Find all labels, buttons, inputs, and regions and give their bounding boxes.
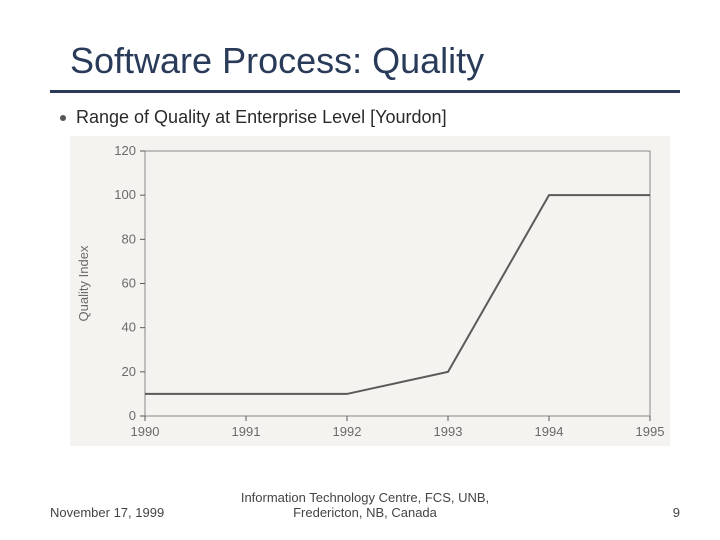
svg-text:120: 120 [114,143,136,158]
chart-canvas: 0 20 40 60 80 100 120 1990 1991 1992 1993 1994 1995 Q… [70,136,670,446]
svg-text:Quality Index: Quality Index [76,245,91,321]
footer-center-line2: Fredericton, NB, Canada [200,505,530,520]
title-underline [50,90,680,93]
svg-text:1994: 1994 [535,424,564,439]
bullet-text: Range of Quality at Enterprise Level [Yo… [76,107,447,128]
svg-text:1990: 1990 [131,424,160,439]
svg-text:1993: 1993 [434,424,463,439]
footer-center: Information Technology Centre, FCS, UNB,… [200,490,530,520]
footer-date: November 17, 1999 [50,505,200,520]
svg-text:1992: 1992 [333,424,362,439]
svg-text:80: 80 [122,231,136,246]
footer-page-number: 9 [530,505,680,520]
svg-text:20: 20 [122,364,136,379]
bullet-icon [60,115,66,121]
bullet-item: Range of Quality at Enterprise Level [Yo… [60,107,680,128]
footer-center-line1: Information Technology Centre, FCS, UNB, [200,490,530,505]
svg-text:40: 40 [122,320,136,335]
svg-text:1995: 1995 [636,424,665,439]
svg-text:100: 100 [114,187,136,202]
page-title: Software Process: Quality [70,40,680,82]
slide: Software Process: Quality Range of Quali… [0,0,720,540]
svg-text:0: 0 [129,408,136,423]
slide-footer: November 17, 1999 Information Technology… [50,490,680,520]
svg-text:60: 60 [122,276,136,291]
svg-text:1991: 1991 [232,424,261,439]
quality-chart: 0 20 40 60 80 100 120 1990 1991 1992 1993 1994 1995 Q… [70,136,670,446]
